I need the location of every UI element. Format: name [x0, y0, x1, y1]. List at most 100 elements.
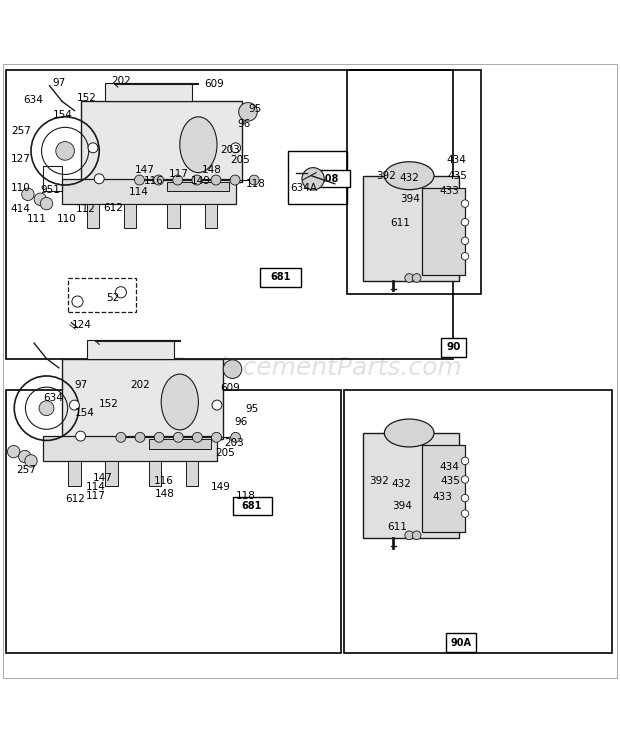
Bar	[422, 188, 465, 275]
Circle shape	[461, 218, 469, 226]
Bar	[446, 633, 476, 652]
Circle shape	[22, 188, 34, 200]
Circle shape	[94, 174, 104, 184]
Circle shape	[173, 433, 184, 442]
Circle shape	[461, 200, 469, 207]
Circle shape	[461, 476, 469, 483]
Text: 110: 110	[57, 214, 77, 224]
Text: 203: 203	[220, 145, 240, 155]
Text: 97: 97	[74, 380, 87, 390]
Circle shape	[212, 400, 222, 410]
Text: 681: 681	[270, 272, 291, 283]
Text: 414: 414	[11, 203, 30, 214]
Text: 148: 148	[155, 489, 175, 499]
Bar	[441, 338, 466, 358]
Text: 111: 111	[27, 214, 47, 224]
Text: 205: 205	[231, 154, 250, 165]
Circle shape	[461, 252, 469, 260]
Text: 108: 108	[319, 174, 339, 184]
Text: 152: 152	[77, 93, 97, 102]
Circle shape	[69, 400, 79, 410]
Circle shape	[461, 237, 469, 245]
Bar	[205, 203, 217, 229]
Circle shape	[192, 175, 202, 185]
Text: 203: 203	[224, 438, 244, 448]
Text: 612: 612	[65, 494, 85, 505]
Text: eReplacementParts.com: eReplacementParts.com	[157, 356, 463, 380]
Text: 147: 147	[93, 473, 113, 482]
Text: 257: 257	[17, 465, 37, 475]
Ellipse shape	[384, 162, 434, 190]
Text: 432: 432	[392, 479, 412, 489]
Text: 152: 152	[99, 399, 119, 409]
Text: 612: 612	[103, 203, 123, 213]
Text: 394: 394	[400, 194, 420, 204]
Bar	[167, 182, 229, 191]
Text: 95: 95	[245, 404, 258, 415]
Circle shape	[405, 274, 414, 283]
Bar	[232, 497, 272, 515]
Circle shape	[230, 175, 240, 185]
Bar	[308, 170, 350, 188]
Bar	[6, 70, 453, 358]
Text: 149: 149	[191, 177, 211, 186]
Circle shape	[135, 175, 144, 185]
Circle shape	[192, 433, 202, 442]
Text: 147: 147	[135, 165, 155, 175]
Bar	[167, 203, 180, 229]
Text: 433: 433	[432, 493, 452, 502]
Circle shape	[154, 175, 164, 185]
Circle shape	[56, 142, 74, 160]
Bar	[124, 203, 136, 229]
Text: 202: 202	[112, 76, 131, 87]
Text: 634: 634	[24, 95, 43, 105]
Text: 634A: 634A	[290, 183, 317, 193]
Circle shape	[116, 433, 126, 442]
Circle shape	[154, 433, 164, 442]
Circle shape	[173, 175, 183, 185]
Bar	[68, 278, 136, 312]
Text: 112: 112	[76, 203, 95, 214]
Bar	[43, 436, 217, 461]
Circle shape	[7, 445, 20, 458]
Bar	[260, 268, 301, 286]
Bar	[422, 445, 465, 532]
Text: 951: 951	[40, 185, 60, 195]
Bar	[62, 179, 236, 203]
Text: 118: 118	[236, 491, 255, 502]
Bar	[347, 70, 480, 294]
Circle shape	[88, 143, 98, 153]
Text: 392: 392	[369, 476, 389, 486]
Ellipse shape	[161, 374, 198, 430]
Circle shape	[25, 455, 37, 467]
Bar	[105, 82, 192, 102]
Circle shape	[76, 431, 86, 441]
Text: 434: 434	[446, 155, 466, 165]
Text: 116: 116	[144, 177, 164, 186]
Circle shape	[211, 175, 221, 185]
Bar	[81, 102, 242, 182]
Circle shape	[231, 433, 241, 442]
Bar	[186, 461, 198, 486]
Circle shape	[211, 433, 221, 442]
Text: 118: 118	[246, 180, 266, 189]
Text: 90: 90	[446, 343, 461, 352]
Circle shape	[19, 450, 31, 463]
Text: 117: 117	[169, 169, 188, 180]
Text: 127: 127	[11, 154, 31, 164]
Text: 394: 394	[392, 501, 412, 511]
Text: 634: 634	[43, 393, 63, 403]
Bar	[62, 358, 223, 439]
Text: 116: 116	[154, 476, 174, 486]
Text: 148: 148	[202, 165, 221, 175]
Ellipse shape	[180, 116, 217, 173]
Text: 432: 432	[400, 173, 420, 183]
Bar	[288, 151, 347, 203]
Text: 124: 124	[72, 320, 92, 330]
Circle shape	[412, 531, 421, 539]
Text: 434: 434	[439, 462, 459, 472]
Text: 149: 149	[211, 482, 231, 492]
Text: 96: 96	[237, 119, 250, 129]
Circle shape	[40, 197, 53, 210]
Text: 433: 433	[439, 186, 459, 196]
